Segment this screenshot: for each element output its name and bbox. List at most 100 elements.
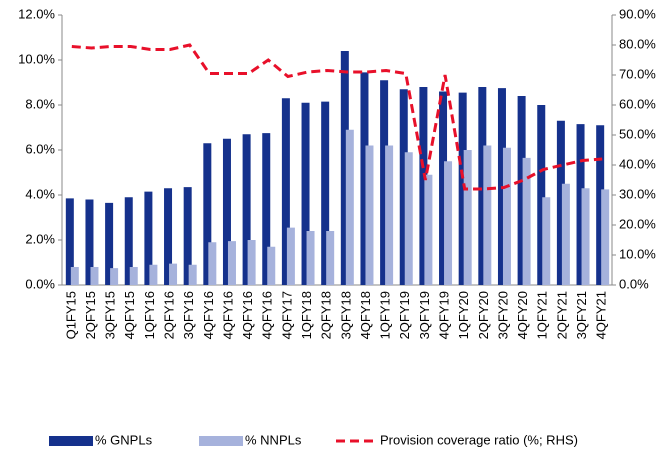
bar	[164, 188, 173, 285]
bar	[404, 152, 413, 285]
x-tick-label: 4QFY16	[260, 291, 275, 339]
bar	[326, 231, 335, 285]
x-tick-label: 4QFY16	[220, 291, 235, 339]
y2-tick-label: 10.0%	[619, 246, 656, 261]
bar	[385, 145, 394, 285]
bar	[360, 72, 369, 285]
legend-label: Provision coverage ratio (%; RHS)	[380, 432, 578, 447]
x-tick-label: 2QFY21	[554, 291, 569, 339]
bar	[306, 231, 315, 285]
y2-tick-label: 50.0%	[619, 126, 656, 141]
y-tick-label: 10.0%	[18, 51, 55, 66]
bar	[556, 120, 565, 285]
x-tick-label: 1QFY16	[142, 291, 157, 339]
bar	[124, 197, 133, 285]
bar	[129, 267, 138, 285]
bar	[345, 129, 354, 285]
x-tick-label: 1QFY21	[535, 291, 550, 339]
x-tick-label: 3QFY16	[181, 291, 196, 339]
bar	[144, 191, 153, 285]
bar	[267, 246, 276, 285]
x-tick-label: 4QFY16	[201, 291, 216, 339]
x-tick-label: 3QFY15	[103, 291, 118, 339]
x-tick-label: 2QFY18	[319, 291, 334, 339]
bar	[340, 51, 349, 285]
bar	[601, 189, 610, 285]
y-tick-label: 6.0%	[25, 141, 55, 156]
bar	[110, 268, 119, 285]
legend-swatch	[199, 436, 243, 446]
bar	[149, 264, 158, 285]
line	[71, 43, 603, 191]
bar	[517, 96, 526, 285]
bar	[208, 242, 217, 285]
bar	[542, 197, 551, 285]
y2-tick-label: 70.0%	[619, 66, 656, 81]
bar	[399, 89, 408, 285]
bar	[478, 87, 487, 285]
legend-label: % GNPLs	[95, 432, 153, 447]
bar	[419, 87, 428, 285]
bar	[65, 198, 74, 285]
bar	[596, 125, 605, 285]
y-tick-label: 12.0%	[18, 6, 55, 21]
x-tick-label: 1QFY19	[378, 291, 393, 339]
bar	[581, 188, 590, 285]
bar	[537, 105, 546, 285]
bar	[561, 183, 570, 285]
y2-tick-label: 40.0%	[619, 156, 656, 171]
x-tick-label: 4QFY19	[436, 291, 451, 339]
bar	[90, 267, 99, 285]
bar	[247, 240, 256, 285]
x-tick-label: 2QFY16	[161, 291, 176, 339]
x-tick-label: 2QFY20	[476, 291, 491, 339]
x-tick-label: 4QFY20	[515, 291, 530, 339]
bar	[262, 133, 271, 285]
bar	[463, 150, 472, 285]
y2-tick-label: 20.0%	[619, 216, 656, 231]
y2-tick-label: 30.0%	[619, 186, 656, 201]
bar	[105, 202, 114, 285]
x-tick-label: 4QFY15	[122, 291, 137, 339]
bar	[222, 138, 231, 285]
x-tick-label: 4QFY18	[358, 291, 373, 339]
bar	[286, 227, 295, 285]
x-tick-label: 3QFY18	[338, 291, 353, 339]
bar	[301, 102, 310, 285]
bar	[321, 101, 330, 285]
x-tick-label: 3QFY21	[574, 291, 589, 339]
y2-tick-label: 60.0%	[619, 96, 656, 111]
bar	[242, 134, 251, 285]
y2-tick-label: 80.0%	[619, 36, 656, 51]
y2-tick-label: 0.0%	[619, 276, 649, 291]
bar	[183, 187, 192, 285]
bar	[576, 124, 585, 285]
bar	[85, 199, 94, 285]
bar	[365, 145, 374, 285]
x-tick-label: 1QFY20	[456, 291, 471, 339]
bar	[380, 80, 389, 285]
x-tick-label: 3QFY19	[417, 291, 432, 339]
x-tick-label: 4QFY17	[279, 291, 294, 339]
y-tick-label: 0.0%	[25, 276, 55, 291]
y2-tick-label: 90.0%	[619, 6, 656, 21]
bar	[424, 174, 433, 285]
x-tick-label: Q1FY15	[63, 291, 78, 339]
y-tick-label: 8.0%	[25, 96, 55, 111]
x-tick-label: 2QFY19	[397, 291, 412, 339]
y-tick-label: 4.0%	[25, 186, 55, 201]
bar	[281, 98, 290, 285]
bar	[188, 264, 197, 285]
x-tick-label: 2QFY15	[83, 291, 98, 339]
bar	[444, 161, 453, 285]
x-tick-label: 3QFY20	[495, 291, 510, 339]
x-tick-label: 4QFY21	[594, 291, 609, 339]
bar	[458, 92, 467, 285]
bar	[502, 147, 511, 285]
x-tick-label: 4QFY16	[240, 291, 255, 339]
bar	[70, 267, 79, 285]
bar	[439, 91, 448, 285]
bar	[483, 145, 492, 285]
bar	[522, 157, 531, 285]
